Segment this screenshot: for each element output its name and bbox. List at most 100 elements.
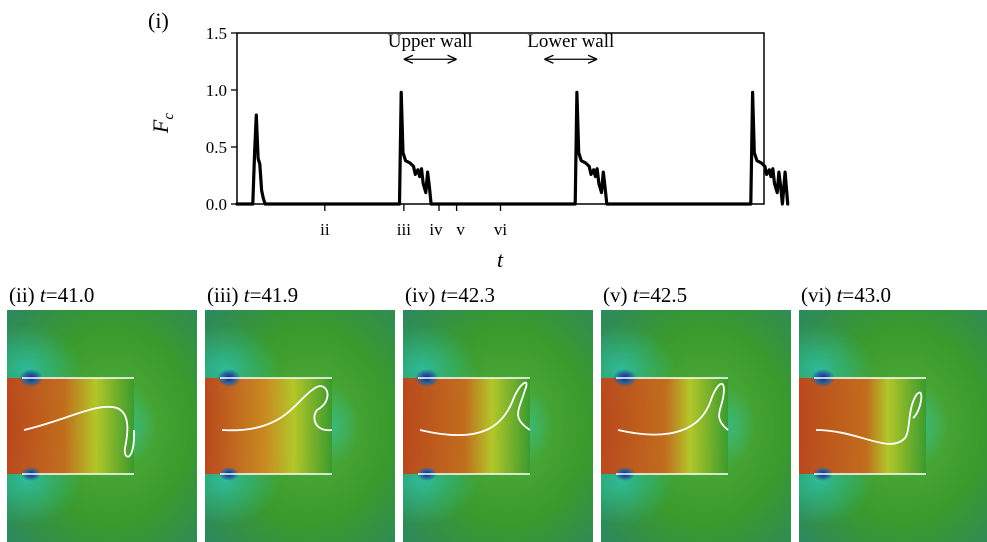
data-point bbox=[255, 114, 258, 116]
panel-roman-label: (iv) bbox=[405, 283, 441, 307]
data-point bbox=[264, 203, 266, 205]
y-axis: 0.0 0.5 1.0 1.5 bbox=[206, 24, 237, 214]
data-series bbox=[235, 90, 790, 206]
data-point bbox=[609, 203, 612, 205]
y-tick-label: 1.5 bbox=[206, 24, 227, 43]
data-point bbox=[588, 165, 591, 168]
annotation-label: Upper wall bbox=[388, 31, 473, 52]
panel-time-value: =43.0 bbox=[842, 283, 892, 307]
data-point bbox=[450, 203, 453, 205]
data-point bbox=[398, 203, 401, 205]
x-tick-label: v bbox=[456, 220, 465, 239]
data-point bbox=[616, 203, 619, 205]
data-point bbox=[438, 203, 440, 205]
panel-time-value: =42.3 bbox=[446, 283, 496, 307]
panel-time-symbol: t bbox=[632, 283, 639, 307]
annotation-arrowhead-right bbox=[587, 54, 598, 64]
data-point bbox=[627, 203, 630, 205]
y-tick-label: 0.0 bbox=[206, 195, 227, 214]
y-axis-label: Fc bbox=[148, 113, 177, 134]
panel-time-value: =41.9 bbox=[249, 283, 299, 307]
data-point bbox=[605, 203, 608, 205]
annotation-arrowhead-right bbox=[447, 54, 457, 64]
data-point bbox=[773, 182, 776, 185]
data-point bbox=[768, 169, 771, 171]
panel-title: (v) t=42.5 bbox=[603, 285, 687, 306]
data-point bbox=[784, 171, 786, 173]
data-point bbox=[622, 203, 625, 205]
data-point bbox=[779, 186, 782, 188]
x-tick-label: vi bbox=[494, 220, 508, 239]
plot-frame bbox=[236, 32, 765, 205]
annotation-label: Lower wall bbox=[527, 31, 614, 52]
data-point bbox=[422, 182, 425, 185]
data-point bbox=[404, 159, 407, 162]
data-point bbox=[764, 165, 766, 168]
panel-time-symbol: t bbox=[243, 283, 250, 307]
series-line bbox=[235, 90, 790, 206]
panel-time-symbol: t bbox=[836, 283, 843, 307]
data-point bbox=[414, 173, 417, 176]
data-point bbox=[445, 203, 447, 205]
data-point bbox=[604, 186, 606, 188]
data-point bbox=[786, 203, 789, 205]
force-chart: (i) 0.00.51.01.5 ii iii iv v vi Fc t Upper w… bbox=[148, 8, 790, 272]
data-point bbox=[435, 203, 438, 205]
data-point bbox=[452, 203, 454, 205]
data-point bbox=[412, 165, 415, 168]
data-point bbox=[440, 203, 443, 205]
x-tick-label: iii bbox=[397, 220, 411, 239]
data-point bbox=[257, 157, 259, 160]
data-point bbox=[417, 169, 419, 171]
data-point bbox=[448, 203, 451, 205]
data-point bbox=[596, 167, 598, 170]
annotations: Upper wall Lower wall bbox=[388, 31, 614, 64]
data-point bbox=[418, 175, 421, 178]
data-point bbox=[778, 171, 780, 173]
x-tick-label: iv bbox=[429, 220, 443, 239]
data-point bbox=[618, 203, 620, 205]
snapshot-field-image bbox=[7, 310, 197, 542]
data-point bbox=[611, 203, 613, 205]
data-point bbox=[600, 191, 603, 194]
panel-roman-label: (v) bbox=[603, 283, 633, 307]
data-point bbox=[626, 203, 628, 205]
x-tick-label: ii bbox=[320, 220, 330, 239]
data-point bbox=[430, 203, 432, 205]
data-point bbox=[584, 162, 587, 164]
snapshot-field-image bbox=[799, 310, 987, 542]
data-point bbox=[262, 197, 265, 200]
panel-time-symbol: t bbox=[440, 283, 447, 307]
data-point bbox=[426, 171, 429, 173]
data-point bbox=[756, 159, 758, 162]
data-point bbox=[598, 182, 600, 185]
data-point bbox=[428, 186, 431, 188]
data-point bbox=[613, 203, 616, 205]
data-point bbox=[253, 151, 256, 154]
data-point bbox=[576, 91, 578, 94]
panel-roman-label: (vi) bbox=[801, 283, 837, 307]
data-point bbox=[750, 203, 752, 205]
figure-label: (i) bbox=[148, 8, 169, 33]
x-axis-label: t bbox=[497, 247, 504, 272]
data-point bbox=[751, 91, 754, 94]
data-point bbox=[425, 191, 427, 194]
data-point bbox=[602, 171, 605, 173]
snapshot-field-image bbox=[205, 310, 395, 542]
panel-time-value: =41.0 bbox=[45, 283, 95, 307]
panel-time-value: =42.5 bbox=[638, 283, 688, 307]
annotation-arrowhead-left bbox=[403, 54, 414, 64]
data-point bbox=[771, 167, 774, 170]
data-point bbox=[781, 203, 784, 205]
data-point bbox=[776, 191, 778, 194]
data-point bbox=[260, 189, 263, 192]
data-point bbox=[409, 162, 411, 164]
data-point bbox=[574, 203, 576, 205]
y-tick-label: 0.5 bbox=[206, 138, 227, 157]
data-point bbox=[447, 203, 449, 205]
data-point bbox=[259, 163, 261, 165]
panel-time-symbol: t bbox=[39, 283, 46, 307]
panel-roman-label: (iii) bbox=[207, 283, 244, 307]
data-point bbox=[420, 167, 423, 170]
data-point bbox=[765, 173, 768, 176]
